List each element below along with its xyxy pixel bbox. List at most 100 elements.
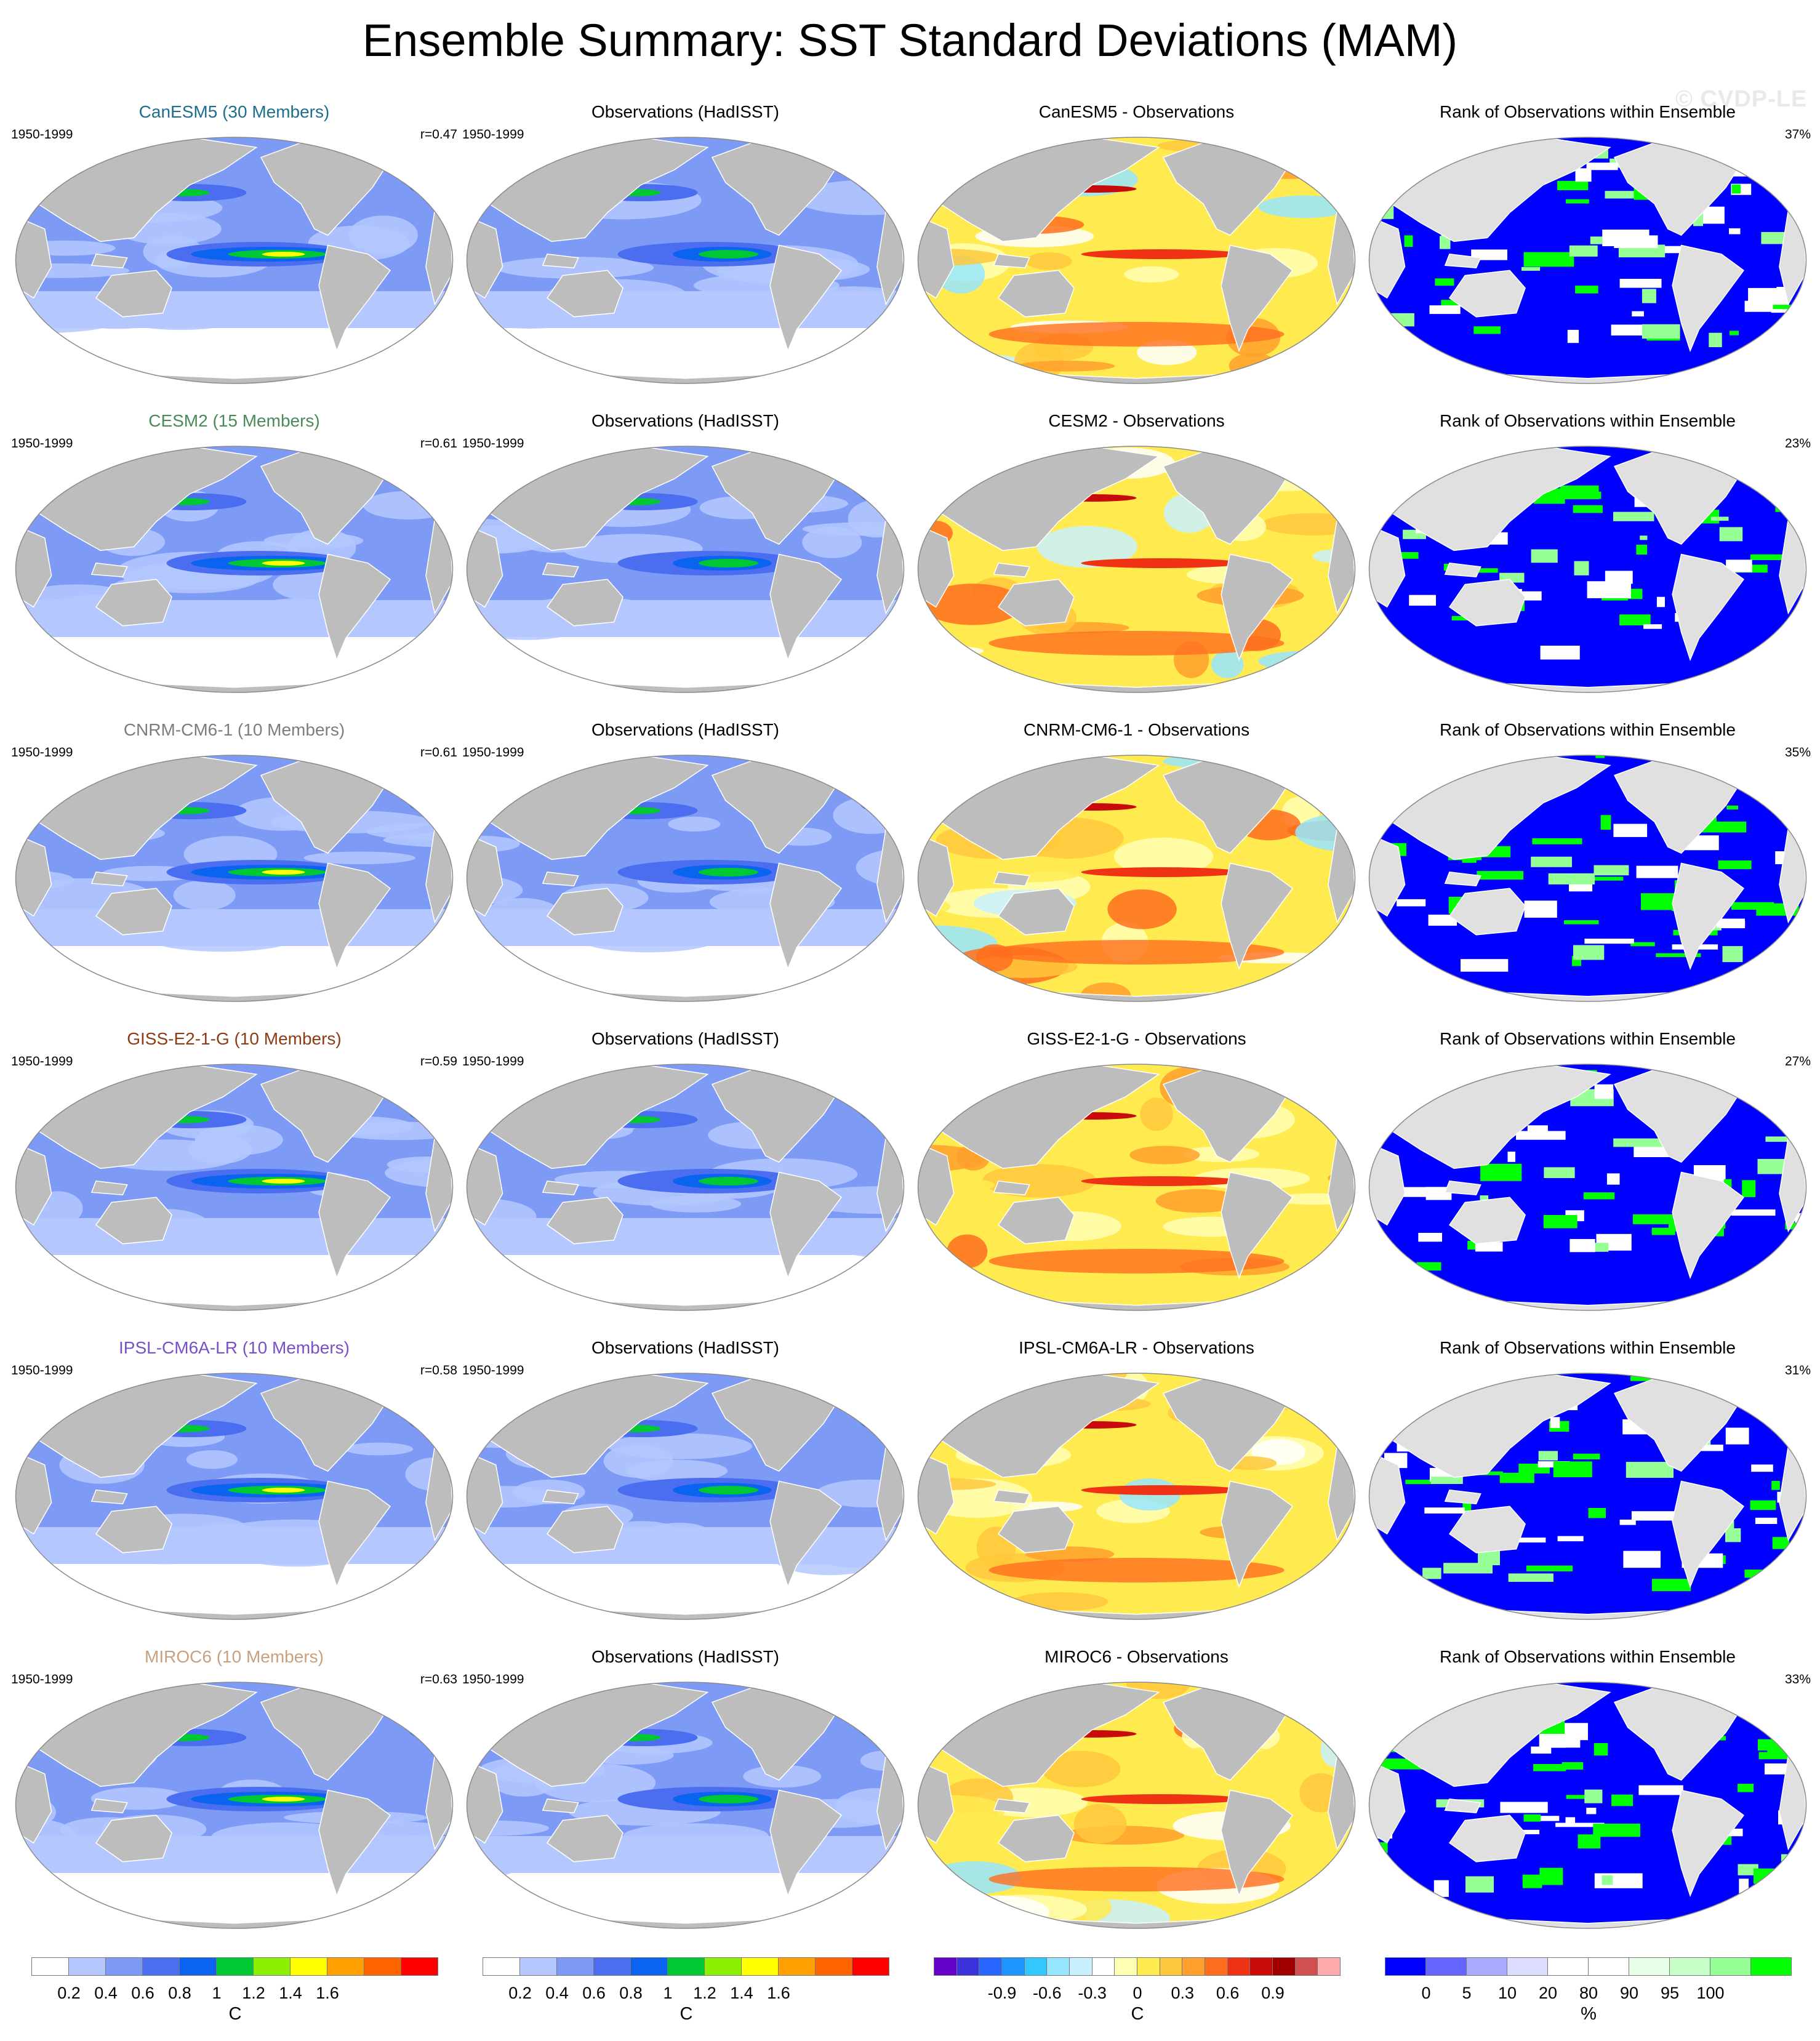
colorbar-tick-label: 0.2: [508, 1984, 532, 2002]
colorbar-swatch: [1024, 1957, 1048, 1976]
diff-map: [917, 137, 1356, 384]
colorbar-swatch: [667, 1957, 705, 1976]
land-mass: [95, 1197, 172, 1245]
land-mass: [318, 862, 391, 971]
land-mass: [769, 553, 843, 662]
land-mass: [997, 1506, 1075, 1554]
diff-panel: MIROC6 - Observations: [913, 1646, 1360, 1930]
colorbar-swatch: [556, 1957, 594, 1976]
land-mass: [1672, 862, 1745, 971]
diff-panel: CESM2 - Observations: [913, 411, 1360, 694]
colorbar-swatch: [1249, 1957, 1273, 1976]
model-panel-title: CanESM5 (30 Members): [138, 102, 330, 121]
land-mass: [15, 833, 52, 917]
land-mass: [95, 270, 172, 318]
model-panel-title: MIROC6 (10 Members): [145, 1647, 324, 1666]
std-map: [15, 137, 454, 384]
period-label: 1950-1999: [462, 1672, 524, 1686]
std-obs-colorbar: C 0.2 0.4 0.6 0.8 1 1.2 1.4 1.6: [483, 1957, 889, 2025]
land-mass: [1448, 579, 1526, 627]
colorbar-swatch: [852, 1957, 889, 1976]
colorbar-swatch: [216, 1957, 254, 1976]
std-map: [466, 755, 905, 1002]
diff-panel: CanESM5 - Observations: [913, 102, 1360, 385]
land-mass: [318, 1789, 391, 1898]
diff-panel: CNRM-CM6-1 - Observations: [913, 720, 1360, 1003]
land-mass: [1738, 446, 1778, 476]
land-mass: [1369, 524, 1406, 608]
colorbar-swatch: [704, 1957, 742, 1976]
colorbar-tick-label: 0.8: [619, 1984, 643, 2002]
colorbar-tick-label: 1: [663, 1984, 673, 2002]
land-mass: [90, 1180, 128, 1195]
land-mass: [997, 579, 1075, 627]
land-mass: [1738, 755, 1778, 785]
rank-panel: Rank of Observations within Ensemble 33%: [1365, 1646, 1811, 1930]
land-mass: [95, 1506, 172, 1554]
colorbar-tick-label: 1.2: [693, 1984, 716, 2002]
cvdp-watermark: © CVDP-LE: [1675, 86, 1808, 112]
rank-percent-label: 23%: [1784, 436, 1811, 451]
colorbar-swatch: [483, 1957, 520, 1976]
model-panel-title: GISS-E2-1-G (10 Members): [127, 1029, 342, 1048]
land-mass: [836, 137, 876, 167]
colorbar-swatch: [956, 1957, 980, 1976]
land-mass: [1221, 244, 1294, 353]
colorbar-tick-label: -0.6: [1033, 1984, 1062, 2002]
model-panel: MIROC6 (10 Members) 1950-1999 r=0.63: [11, 1646, 457, 1930]
std-model-colorbar: C 0.2 0.4 0.6 0.8 1 1.2 1.4 1.6: [31, 1957, 438, 2025]
obs-panel-title: Observations (HadISST): [591, 102, 779, 121]
rank-panel-title: Rank of Observations within Ensemble: [1440, 720, 1736, 739]
land-mass: [1448, 888, 1526, 936]
land-mass: [318, 244, 391, 353]
colorbar-tick-label: 5: [1462, 1984, 1472, 2002]
obs-panel: Observations (HadISST) 1950-1999: [462, 1646, 908, 1930]
land-mass: [1448, 1506, 1526, 1554]
colorbar-tick-label: 80: [1579, 1984, 1598, 2002]
colorbar-swatch: [1001, 1957, 1025, 1976]
land-mass: [1672, 1789, 1745, 1898]
obs-panel: Observations (HadISST) 1950-1999: [462, 720, 908, 1003]
colorbar-swatch: [68, 1957, 106, 1976]
colorbar-swatch: [979, 1957, 1003, 1976]
colorbar-tick-label: 0.4: [545, 1984, 569, 2002]
land-mass: [542, 871, 579, 886]
rank-map: [1368, 755, 1807, 1002]
land-mass: [1672, 553, 1745, 662]
colorbar-tick-label: 1.4: [279, 1984, 302, 2002]
rank-panel: Rank of Observations within Ensemble 31%: [1365, 1337, 1811, 1621]
diff-colorbar: C -0.9 -0.6 -0.3 0 0.3 0.6 0.9: [934, 1957, 1341, 2025]
land-mass: [836, 446, 876, 476]
colorbar-swatch: [1227, 1957, 1251, 1976]
land-mass: [542, 562, 579, 577]
rank-percent-label: 37%: [1784, 127, 1811, 142]
land-mass: [918, 1760, 955, 1844]
land-mass: [1444, 1798, 1481, 1813]
obs-panel: Observations (HadISST) 1950-1999: [462, 102, 908, 385]
land-mass: [318, 1171, 391, 1280]
land-mass: [1444, 871, 1481, 886]
land-mass: [546, 1506, 623, 1554]
colorbar-tick-label: 95: [1660, 1984, 1680, 2002]
rank-panel-title: Rank of Observations within Ensemble: [1440, 1647, 1736, 1666]
period-label: 1950-1999: [462, 127, 524, 142]
land-mass: [769, 1171, 843, 1280]
model-panel: IPSL-CM6A-LR (10 Members) 1950-1999 r=0.58: [11, 1337, 457, 1621]
land-mass: [836, 1682, 876, 1712]
colorbar-tick-label: 0.3: [1171, 1984, 1195, 2002]
rank-panel: Rank of Observations within Ensemble 23%: [1365, 411, 1811, 694]
rank-percent-label: 35%: [1784, 745, 1811, 760]
colorbar-tick-label: 0.6: [582, 1984, 606, 2002]
rank-colorbar-boxes: [1385, 1957, 1792, 1976]
model-panel-title: CNRM-CM6-1 (10 Members): [123, 720, 345, 739]
colorbar-tick-label: 0.2: [57, 1984, 81, 2002]
obs-panel: Observations (HadISST) 1950-1999: [462, 1337, 908, 1621]
diff-panel: IPSL-CM6A-LR - Observations: [913, 1337, 1360, 1621]
rank-map: [1368, 137, 1807, 384]
colorbar-swatch: [1629, 1957, 1670, 1976]
colorbar-swatch: [1091, 1957, 1115, 1976]
land-mass: [1369, 1142, 1406, 1226]
rank-panel-title: Rank of Observations within Ensemble: [1440, 1338, 1736, 1357]
colorbar-swatch: [364, 1957, 401, 1976]
